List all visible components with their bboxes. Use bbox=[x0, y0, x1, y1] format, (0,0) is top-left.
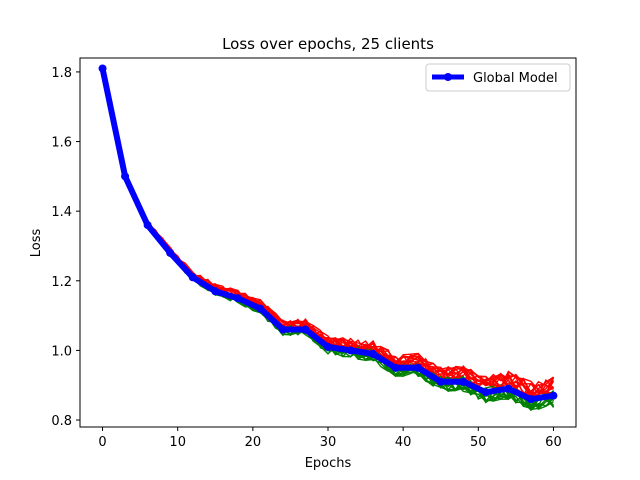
global-model-point bbox=[278, 325, 287, 334]
y-tick-label: 1.0 bbox=[51, 344, 72, 359]
y-axis-ticks: 0.8 1.0 1.2 1.4 1.6 1.8 bbox=[51, 66, 80, 429]
global-model-point bbox=[166, 248, 175, 257]
global-model-point bbox=[324, 342, 332, 351]
global-model-point bbox=[504, 384, 513, 393]
x-tick-label: 20 bbox=[245, 435, 262, 450]
global-model-point bbox=[526, 395, 535, 404]
x-axis-ticks: 0 10 20 30 40 50 60 bbox=[98, 427, 562, 450]
global-model-point bbox=[98, 64, 107, 73]
legend-marker-swatch bbox=[444, 73, 452, 81]
x-tick-label: 10 bbox=[169, 435, 186, 450]
y-tick-label: 1.6 bbox=[51, 136, 72, 151]
global-model-point bbox=[436, 377, 445, 386]
global-model-point bbox=[369, 349, 378, 358]
y-axis-label: Loss bbox=[29, 229, 44, 258]
y-tick-label: 0.8 bbox=[51, 414, 72, 429]
x-tick-label: 0 bbox=[98, 435, 106, 450]
global-model-point bbox=[414, 363, 423, 372]
global-model-point bbox=[549, 391, 558, 400]
global-model-point bbox=[459, 377, 468, 386]
y-tick-label: 1.8 bbox=[51, 66, 72, 81]
x-tick-label: 30 bbox=[320, 435, 337, 450]
global-model-point bbox=[256, 304, 265, 313]
global-model-point bbox=[481, 388, 490, 397]
x-tick-label: 40 bbox=[395, 435, 412, 450]
chart-title: Loss over epochs, 25 clients bbox=[222, 35, 434, 53]
global-model-point bbox=[121, 172, 130, 181]
global-model-point bbox=[391, 363, 400, 372]
global-model-point bbox=[211, 287, 220, 296]
global-model-point bbox=[301, 325, 310, 334]
legend-box bbox=[425, 63, 571, 92]
global-model-point bbox=[233, 294, 242, 303]
global-model-point bbox=[188, 273, 197, 282]
x-tick-label: 50 bbox=[470, 435, 487, 450]
legend: Global Model bbox=[425, 63, 571, 92]
y-tick-label: 1.4 bbox=[51, 205, 72, 220]
global-model-line-group bbox=[98, 64, 558, 404]
global-model-point bbox=[143, 221, 152, 230]
legend-label-global-model: Global Model bbox=[473, 71, 558, 86]
global-model-point bbox=[346, 346, 355, 355]
y-tick-label: 1.2 bbox=[51, 275, 72, 290]
x-axis-label: Epochs bbox=[305, 456, 352, 471]
x-tick-label: 60 bbox=[545, 435, 562, 450]
